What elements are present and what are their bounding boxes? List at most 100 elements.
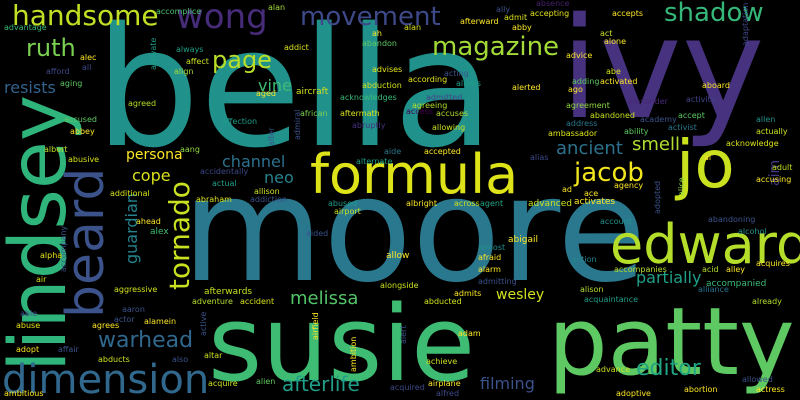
word-active: active	[199, 311, 208, 336]
word-alley: alley	[726, 265, 746, 274]
word-ahead: ahead	[136, 217, 161, 226]
word-adam: adam	[458, 329, 481, 338]
word-actually: actually	[756, 127, 788, 136]
word-ambitious: ambitious	[4, 389, 44, 398]
word-adoptive: adoptive	[616, 389, 651, 398]
word-advice: advice	[566, 51, 593, 60]
word-adaptation: adaptation	[741, 2, 750, 46]
word-adopted: adopted	[653, 180, 662, 214]
word-alan: alan	[268, 3, 286, 12]
word-filming: filming	[480, 374, 535, 393]
word-alpha: alpha	[40, 251, 63, 260]
word-abusive: abusive	[68, 155, 100, 164]
word-alternate: alternate	[356, 157, 393, 166]
word-altar: altar	[204, 351, 223, 360]
word-acid: acid	[702, 265, 719, 274]
word-abducted: abducted	[424, 297, 462, 306]
word-allowing: allowing	[432, 123, 466, 132]
word-agreeing: agreeing	[412, 101, 448, 110]
word-afraid: afraid	[478, 253, 502, 262]
word-agreement: agreement	[566, 101, 610, 110]
word-accompanies: accompanies	[614, 265, 667, 274]
word-adventure: adventure	[192, 297, 233, 306]
word-admits: admits	[454, 289, 482, 298]
word-agrees: agrees	[92, 321, 120, 330]
word-aboard: aboard	[702, 81, 731, 90]
word-afterward: afterward	[460, 17, 499, 26]
word-shadow: shadow	[664, 0, 764, 28]
word-accident: accident	[240, 297, 275, 306]
word-abandoned: abandoned	[590, 111, 635, 120]
word-aircraft: aircraft	[296, 87, 329, 97]
word-afford: afford	[46, 67, 70, 76]
word-wesley: wesley	[496, 287, 545, 303]
word-access: access	[406, 107, 433, 116]
word-alerted: alerted	[512, 83, 541, 92]
word-actual: actual	[212, 179, 237, 188]
word-action: action	[572, 255, 597, 264]
word-edward: edward	[610, 213, 800, 276]
word-admit: admit	[504, 13, 528, 22]
word-allowed: allowed	[742, 375, 773, 384]
word-ad: ad	[562, 185, 572, 194]
word-cope: cope	[132, 166, 171, 185]
word-acquaintance: acquaintance	[584, 295, 639, 304]
word-alfred: alfred	[436, 389, 460, 398]
word-aftermath: aftermath	[340, 109, 380, 118]
word-alan-2: alan	[404, 23, 422, 32]
word-alison: alison	[580, 285, 604, 294]
word-actress: actress	[756, 385, 785, 394]
word-air: air	[36, 275, 47, 284]
word-bella: bella	[95, 0, 495, 184]
word-accepted: accepted	[424, 147, 461, 156]
word-abbey: abbey	[70, 127, 95, 136]
word-alert: alert	[399, 325, 408, 344]
word-ability: ability	[624, 127, 649, 136]
word-accomplice: accomplice	[156, 7, 202, 16]
word-also: also	[172, 355, 189, 364]
word-allen: allen	[756, 115, 776, 124]
word-addiction: addiction	[250, 195, 288, 204]
word-patty: patty	[548, 288, 795, 397]
word-jacob: jacob	[574, 158, 644, 188]
word-abused: abused	[328, 199, 358, 208]
word-accuses: accuses	[436, 109, 469, 118]
word-accidentally: accidentally	[200, 167, 249, 176]
word-dimension: dimension	[2, 357, 210, 400]
word-ah: ah	[372, 29, 382, 38]
word-acquires: acquires	[756, 259, 790, 268]
word-susie: susie	[208, 283, 476, 400]
word-acquire: acquire	[208, 379, 238, 388]
word-address: address	[566, 119, 598, 128]
word-al: al	[704, 153, 712, 162]
word-abruptly: abruptly	[352, 121, 386, 130]
word-ivy: ivy	[560, 0, 765, 151]
word-advanced: advanced	[528, 199, 572, 209]
word-achieve: achieve	[426, 357, 458, 366]
word-aaron: aaron	[122, 305, 145, 314]
word-abortion: abortion	[684, 385, 718, 394]
word-academy: academy	[640, 115, 677, 124]
word-alamein: alamein	[144, 317, 177, 326]
word-acknowledges: acknowledges	[340, 93, 397, 102]
word-allison: allison	[254, 187, 280, 196]
word-alter: alter	[267, 127, 276, 146]
word-abraham: abraham	[196, 195, 232, 204]
word-abandon: abandon	[362, 39, 397, 48]
word-accept: accept	[678, 111, 705, 120]
word-alias: alias	[530, 153, 549, 162]
word-accepting: accepting	[530, 9, 570, 18]
word-alexander: alexander	[628, 97, 668, 106]
word-advantage: advantage	[4, 23, 47, 32]
word-aging: aging	[60, 79, 83, 88]
word-admitting: admitting	[478, 277, 517, 286]
word-page: page	[212, 46, 272, 74]
word-ambassador: ambassador	[548, 129, 598, 138]
word-movement: movement	[300, 2, 441, 32]
word-abigail: abigail	[508, 235, 538, 245]
word-accusing: accusing	[756, 175, 792, 184]
word-according: according	[408, 75, 448, 84]
word-accepts: accepts	[612, 9, 644, 18]
word-ace: ace	[584, 189, 599, 198]
word-abuse: abuse	[16, 321, 41, 330]
